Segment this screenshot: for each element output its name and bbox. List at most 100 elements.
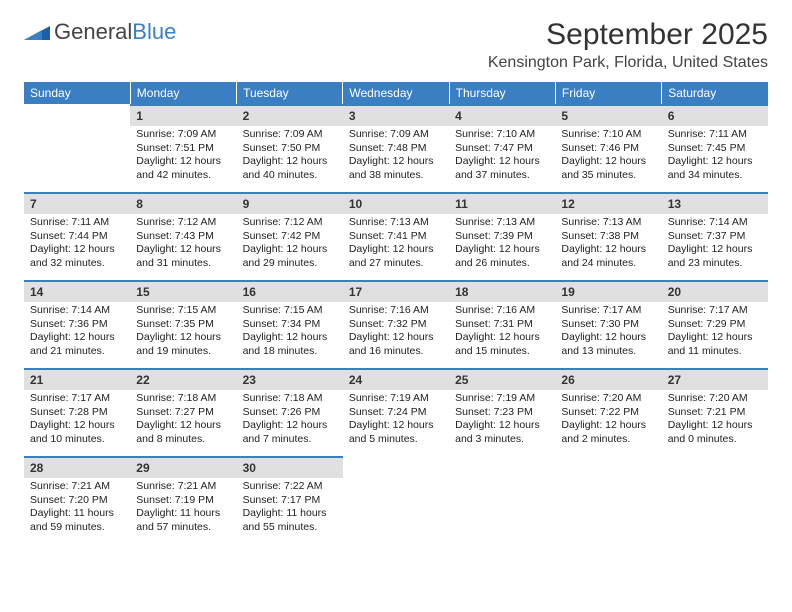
day-number: 16 [237, 280, 343, 302]
day-number: 20 [662, 280, 768, 302]
calendar-row: 14Sunrise: 7:14 AMSunset: 7:36 PMDayligh… [24, 280, 768, 368]
day-detail: Sunrise: 7:09 AMSunset: 7:51 PMDaylight:… [130, 126, 236, 185]
day-number: 21 [24, 368, 130, 390]
day-number: 9 [237, 192, 343, 214]
day-number: 5 [555, 104, 661, 126]
column-header-friday: Friday [555, 82, 661, 104]
day-detail: Sunrise: 7:11 AMSunset: 7:45 PMDaylight:… [662, 126, 768, 185]
calendar-cell: 12Sunrise: 7:13 AMSunset: 7:38 PMDayligh… [555, 192, 661, 280]
logo-text-general: General [54, 19, 132, 44]
calendar-header: SundayMondayTuesdayWednesdayThursdayFrid… [24, 82, 768, 104]
calendar-row: 7Sunrise: 7:11 AMSunset: 7:44 PMDaylight… [24, 192, 768, 280]
day-detail: Sunrise: 7:17 AMSunset: 7:28 PMDaylight:… [24, 390, 130, 449]
day-detail: Sunrise: 7:14 AMSunset: 7:37 PMDaylight:… [662, 214, 768, 273]
calendar-cell: 3Sunrise: 7:09 AMSunset: 7:48 PMDaylight… [343, 104, 449, 192]
day-detail: Sunrise: 7:09 AMSunset: 7:50 PMDaylight:… [237, 126, 343, 185]
calendar-cell: 24Sunrise: 7:19 AMSunset: 7:24 PMDayligh… [343, 368, 449, 456]
day-detail: Sunrise: 7:11 AMSunset: 7:44 PMDaylight:… [24, 214, 130, 273]
day-detail: Sunrise: 7:10 AMSunset: 7:46 PMDaylight:… [555, 126, 661, 185]
day-detail: Sunrise: 7:13 AMSunset: 7:41 PMDaylight:… [343, 214, 449, 273]
day-number: 6 [662, 104, 768, 126]
calendar-cell: 15Sunrise: 7:15 AMSunset: 7:35 PMDayligh… [130, 280, 236, 368]
day-number: 18 [449, 280, 555, 302]
day-number: 19 [555, 280, 661, 302]
calendar-row: 28Sunrise: 7:21 AMSunset: 7:20 PMDayligh… [24, 456, 768, 544]
day-number: 14 [24, 280, 130, 302]
calendar-cell: 29Sunrise: 7:21 AMSunset: 7:19 PMDayligh… [130, 456, 236, 544]
calendar-row: 21Sunrise: 7:17 AMSunset: 7:28 PMDayligh… [24, 368, 768, 456]
day-detail: Sunrise: 7:10 AMSunset: 7:47 PMDaylight:… [449, 126, 555, 185]
header: GeneralBlue September 2025 Kensington Pa… [24, 18, 768, 72]
day-number: 12 [555, 192, 661, 214]
calendar-cell: 6Sunrise: 7:11 AMSunset: 7:45 PMDaylight… [662, 104, 768, 192]
column-header-tuesday: Tuesday [237, 82, 343, 104]
calendar-cell: 28Sunrise: 7:21 AMSunset: 7:20 PMDayligh… [24, 456, 130, 544]
calendar-cell: 11Sunrise: 7:13 AMSunset: 7:39 PMDayligh… [449, 192, 555, 280]
day-detail: Sunrise: 7:22 AMSunset: 7:17 PMDaylight:… [237, 478, 343, 537]
day-detail: Sunrise: 7:17 AMSunset: 7:30 PMDaylight:… [555, 302, 661, 361]
calendar-cell: 13Sunrise: 7:14 AMSunset: 7:37 PMDayligh… [662, 192, 768, 280]
calendar-cell: 16Sunrise: 7:15 AMSunset: 7:34 PMDayligh… [237, 280, 343, 368]
day-number: 26 [555, 368, 661, 390]
logo-text-blue: Blue [132, 19, 176, 44]
calendar-cell: 4Sunrise: 7:10 AMSunset: 7:47 PMDaylight… [449, 104, 555, 192]
day-detail: Sunrise: 7:21 AMSunset: 7:19 PMDaylight:… [130, 478, 236, 537]
day-number: 28 [24, 456, 130, 478]
calendar: SundayMondayTuesdayWednesdayThursdayFrid… [24, 82, 768, 544]
column-header-thursday: Thursday [449, 82, 555, 104]
calendar-cell [662, 456, 768, 544]
calendar-cell: 19Sunrise: 7:17 AMSunset: 7:30 PMDayligh… [555, 280, 661, 368]
calendar-cell: 23Sunrise: 7:18 AMSunset: 7:26 PMDayligh… [237, 368, 343, 456]
day-detail: Sunrise: 7:13 AMSunset: 7:39 PMDaylight:… [449, 214, 555, 273]
calendar-cell: 20Sunrise: 7:17 AMSunset: 7:29 PMDayligh… [662, 280, 768, 368]
day-detail: Sunrise: 7:19 AMSunset: 7:23 PMDaylight:… [449, 390, 555, 449]
day-detail: Sunrise: 7:14 AMSunset: 7:36 PMDaylight:… [24, 302, 130, 361]
column-header-monday: Monday [130, 82, 236, 104]
calendar-cell: 25Sunrise: 7:19 AMSunset: 7:23 PMDayligh… [449, 368, 555, 456]
day-detail: Sunrise: 7:21 AMSunset: 7:20 PMDaylight:… [24, 478, 130, 537]
calendar-cell: 21Sunrise: 7:17 AMSunset: 7:28 PMDayligh… [24, 368, 130, 456]
day-number: 1 [130, 104, 236, 126]
calendar-cell: 14Sunrise: 7:14 AMSunset: 7:36 PMDayligh… [24, 280, 130, 368]
day-detail: Sunrise: 7:16 AMSunset: 7:31 PMDaylight:… [449, 302, 555, 361]
day-detail: Sunrise: 7:15 AMSunset: 7:34 PMDaylight:… [237, 302, 343, 361]
day-number: 22 [130, 368, 236, 390]
column-header-wednesday: Wednesday [343, 82, 449, 104]
title-block: September 2025 Kensington Park, Florida,… [488, 18, 768, 72]
day-detail: Sunrise: 7:09 AMSunset: 7:48 PMDaylight:… [343, 126, 449, 185]
day-detail: Sunrise: 7:18 AMSunset: 7:27 PMDaylight:… [130, 390, 236, 449]
day-number: 27 [662, 368, 768, 390]
day-detail: Sunrise: 7:19 AMSunset: 7:24 PMDaylight:… [343, 390, 449, 449]
day-detail: Sunrise: 7:20 AMSunset: 7:21 PMDaylight:… [662, 390, 768, 449]
day-number: 23 [237, 368, 343, 390]
day-number: 24 [343, 368, 449, 390]
day-detail: Sunrise: 7:20 AMSunset: 7:22 PMDaylight:… [555, 390, 661, 449]
calendar-cell: 17Sunrise: 7:16 AMSunset: 7:32 PMDayligh… [343, 280, 449, 368]
day-number: 2 [237, 104, 343, 126]
day-detail: Sunrise: 7:13 AMSunset: 7:38 PMDaylight:… [555, 214, 661, 273]
day-number: 29 [130, 456, 236, 478]
day-number: 13 [662, 192, 768, 214]
day-detail: Sunrise: 7:18 AMSunset: 7:26 PMDaylight:… [237, 390, 343, 449]
calendar-cell: 26Sunrise: 7:20 AMSunset: 7:22 PMDayligh… [555, 368, 661, 456]
day-number: 3 [343, 104, 449, 126]
calendar-cell: 5Sunrise: 7:10 AMSunset: 7:46 PMDaylight… [555, 104, 661, 192]
calendar-cell: 30Sunrise: 7:22 AMSunset: 7:17 PMDayligh… [237, 456, 343, 544]
calendar-cell [343, 456, 449, 544]
day-detail: Sunrise: 7:12 AMSunset: 7:42 PMDaylight:… [237, 214, 343, 273]
calendar-cell: 7Sunrise: 7:11 AMSunset: 7:44 PMDaylight… [24, 192, 130, 280]
day-number: 15 [130, 280, 236, 302]
day-number: 4 [449, 104, 555, 126]
day-number: 11 [449, 192, 555, 214]
page-title: September 2025 [488, 18, 768, 52]
logo-text: GeneralBlue [54, 19, 176, 45]
column-header-sunday: Sunday [24, 82, 130, 104]
calendar-body: 1Sunrise: 7:09 AMSunset: 7:51 PMDaylight… [24, 104, 768, 544]
day-number: 8 [130, 192, 236, 214]
calendar-cell [555, 456, 661, 544]
calendar-cell: 9Sunrise: 7:12 AMSunset: 7:42 PMDaylight… [237, 192, 343, 280]
calendar-row: 1Sunrise: 7:09 AMSunset: 7:51 PMDaylight… [24, 104, 768, 192]
day-detail: Sunrise: 7:17 AMSunset: 7:29 PMDaylight:… [662, 302, 768, 361]
column-header-saturday: Saturday [662, 82, 768, 104]
calendar-cell [24, 104, 130, 192]
